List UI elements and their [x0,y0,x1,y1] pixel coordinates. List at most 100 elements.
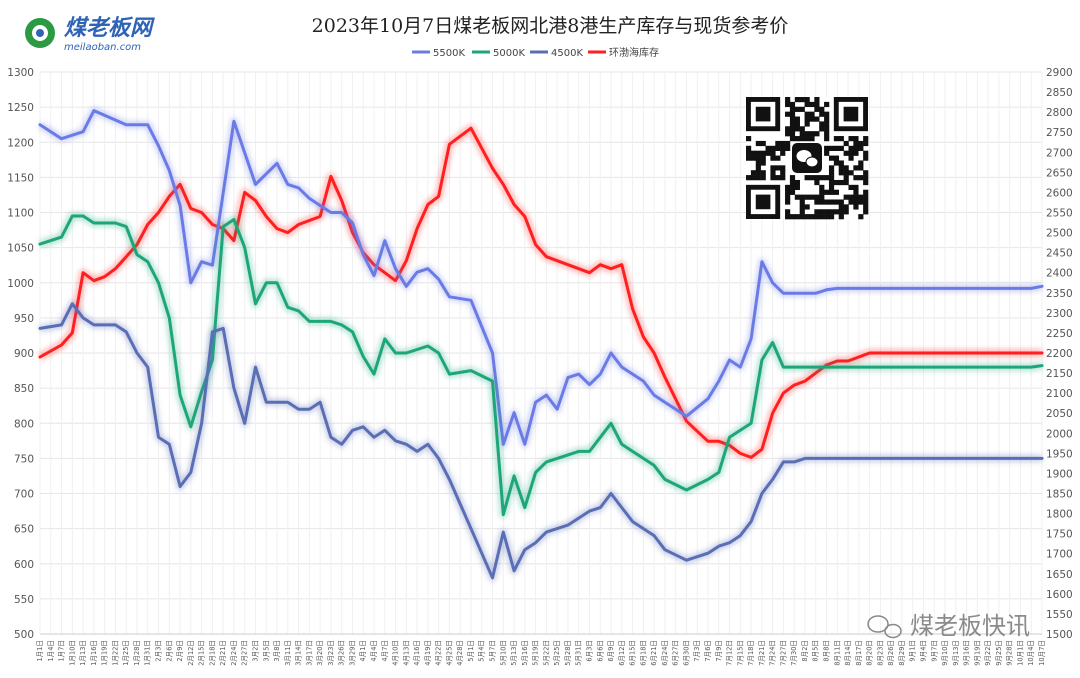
qr-module [863,204,869,210]
x-tick: 3月20日 [316,640,324,666]
qr-module [799,106,805,112]
x-tick: 9月4日 [919,640,927,662]
qr-module [794,184,800,191]
legend-label: 环渤海库存 [609,46,659,59]
qr-module [760,140,766,147]
qr-module [824,189,830,195]
x-tick: 5月10日 [499,640,507,666]
y-left-tick: 900 [14,348,34,360]
qr-module [785,111,791,117]
qr-module [824,126,830,132]
qr-module [828,214,835,220]
qr-module [785,145,791,151]
qr-module [819,111,825,117]
qr-module [824,136,830,142]
qr-module [863,170,869,176]
x-tick: 10月1日 [1016,640,1024,666]
qr-module [828,145,835,151]
x-tick: 7月15日 [736,640,744,666]
x-tick: 5月7日 [489,640,497,662]
qr-module [853,140,859,147]
qr-module [819,106,825,112]
qr-module [848,194,854,200]
y-right-tick: 1850 [1046,489,1073,501]
x-tick: 8月29日 [898,640,906,666]
qr-module [848,136,854,142]
qr-module [785,126,791,132]
y-right-tick: 2750 [1046,127,1073,139]
qr-module [838,165,844,171]
y-right-tick: 2600 [1046,187,1073,199]
y-right-tick: 2150 [1046,368,1073,380]
qr-module [824,209,830,215]
qr-module [828,189,835,195]
qr-module [833,189,840,195]
y-right-tick: 1700 [1046,549,1073,561]
qr-module [775,155,781,161]
y-right-tick: 1500 [1046,629,1073,641]
qr-module [819,184,825,191]
qr-module [780,145,786,151]
series-line [38,126,1044,459]
qr-finder-core [755,106,771,122]
x-tick: 1月19日 [101,640,109,666]
qr-module [750,175,757,181]
x-tick: 6月21日 [650,640,658,666]
logo-brand-text: 煤老板网 [64,16,155,41]
y-right-tick: 2250 [1046,328,1073,340]
qr-module [858,140,864,147]
qr-module [863,194,869,200]
y-axis-left: 500 550 600 650 700 750 800 850 900 950 1000 1050 11… [7,67,34,641]
qr-module [858,214,864,220]
qr-module [838,179,844,186]
qr-module [804,175,810,181]
qr-module [819,194,825,200]
qr-module [804,121,810,127]
x-tick: 6月18日 [639,640,647,666]
qr-module [833,179,840,186]
qr-module [863,199,869,205]
qr-module [780,140,786,147]
qr-module [799,204,805,210]
x-tick: 8月20日 [866,640,874,666]
qr-module [799,136,805,142]
qr-module [794,106,800,112]
y-right-tick: 2000 [1046,428,1073,440]
qr-module [858,160,864,166]
qr-module [760,160,766,166]
qr-module [838,209,844,215]
qr-module [789,184,796,191]
x-tick: 4月1日 [359,640,367,662]
qr-module [785,189,791,195]
qr-module [785,131,791,137]
x-tick: 2月3日 [155,640,163,662]
y-left-tick: 600 [14,559,34,571]
qr-module [789,214,796,220]
series-line [38,109,1044,446]
qr-module [819,199,825,205]
qr-module [853,184,859,191]
qr-module [853,165,859,171]
qr-module [804,101,810,108]
qr-module [824,150,830,156]
qr-module [824,145,830,151]
x-tick: 8月2日 [801,640,809,662]
qr-module [843,204,849,210]
qr-module [799,194,805,200]
x-tick: 9月13日 [952,640,960,666]
y-left-tick: 500 [14,629,34,641]
brand-logo: 煤老板网 meilaoban.com [25,16,155,53]
x-tick: 5月25日 [553,640,561,666]
qr-module [814,97,820,103]
y-right-tick: 2900 [1046,67,1073,79]
qr-module [775,140,781,147]
qr-module [824,131,830,137]
x-tick: 5月22日 [542,640,550,666]
qr-module [809,101,815,108]
y-right-tick: 2550 [1046,208,1073,220]
logo-mark-dot [36,29,44,37]
y-left-tick: 750 [14,453,34,465]
x-tick: 4月10日 [392,640,400,666]
y-left-tick: 1200 [7,137,34,149]
